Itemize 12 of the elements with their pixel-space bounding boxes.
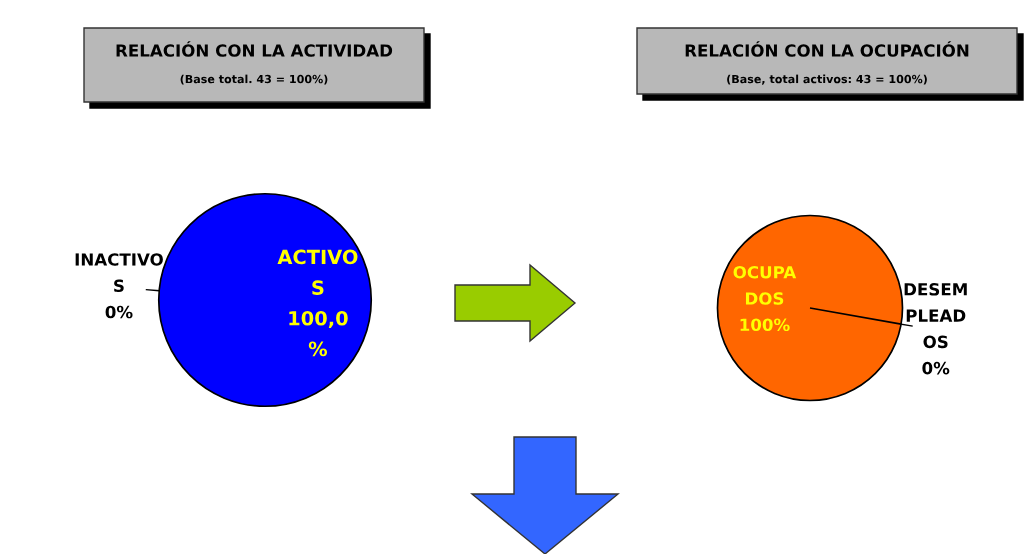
chart-subtitle: (Base, total activos: 43 = 100%) xyxy=(727,74,927,85)
text: 0% xyxy=(105,305,133,319)
data-label: 100,0 % xyxy=(289,310,348,357)
data-label: 100% xyxy=(740,318,790,332)
category-label: INACTIVO S xyxy=(75,253,163,293)
chart-title: RELACIÓN CON LA ACTIVIDAD xyxy=(116,41,393,57)
text: 0% xyxy=(922,361,950,375)
category-label: DESEM PLEAD OS xyxy=(904,283,967,349)
chart-subtitle: (Base total. 43 = 100%) xyxy=(180,74,328,85)
slice-label: OCUPA DOS xyxy=(733,265,797,305)
chart-title: RELACIÓN CON LA OCUPACIÓN xyxy=(685,41,969,57)
slice-label: ACTIVO S xyxy=(277,249,358,295)
